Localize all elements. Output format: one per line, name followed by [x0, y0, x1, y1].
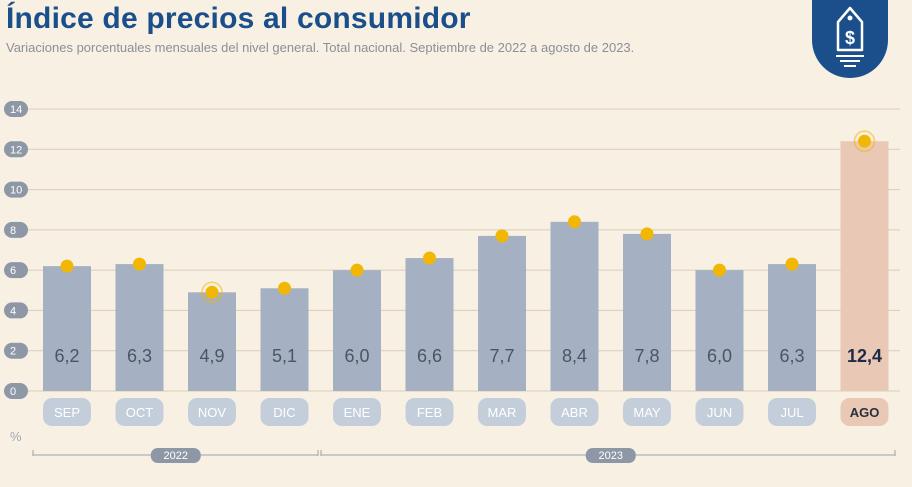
data-point: [713, 263, 726, 277]
category-pill: [623, 398, 671, 426]
category-pill: [188, 398, 236, 426]
bar: [768, 264, 816, 391]
y-tick-label: 12: [10, 144, 22, 156]
year-label: 2022: [164, 450, 188, 462]
data-point: [60, 259, 74, 273]
y-tick-pill: [4, 383, 28, 399]
category-pill: [115, 398, 164, 426]
year-pill: [150, 448, 201, 463]
value-label: 12,4: [847, 346, 882, 366]
value-label: 4,9: [199, 346, 224, 366]
y-tick-label: 6: [10, 265, 16, 277]
data-point: [350, 263, 364, 277]
price-tag-dollar-icon: $: [812, 0, 888, 78]
y-tick-pill: [4, 302, 28, 319]
y-tick-label: 2: [10, 346, 16, 358]
category-pill: [768, 398, 816, 426]
bar: [623, 233, 671, 391]
data-point: [278, 281, 291, 295]
y-axis-unit: %: [10, 429, 22, 444]
category-label: FEB: [417, 405, 442, 420]
value-label: 8,4: [562, 346, 587, 366]
bar: [43, 266, 91, 391]
value-label: 6,0: [707, 346, 732, 366]
category-pill: [840, 398, 889, 426]
value-label: 6,3: [779, 346, 804, 366]
category-label: SEP: [54, 405, 80, 420]
category-label: MAY: [633, 405, 661, 420]
value-label: 6,6: [417, 346, 442, 366]
bar: [260, 288, 309, 391]
y-tick-pill: [4, 262, 28, 279]
y-tick-pill: [4, 141, 28, 158]
category-pill: [333, 398, 381, 426]
category-pill: [478, 398, 526, 426]
category-pill: [43, 398, 91, 426]
value-label: 7,8: [634, 346, 659, 366]
category-label: ENE: [344, 405, 371, 420]
data-point-ring: [201, 281, 223, 304]
bar: [550, 221, 599, 391]
bar: [695, 270, 744, 391]
data-point-ring: [853, 130, 876, 153]
y-tick-pill: [4, 101, 28, 117]
year-pill: [585, 448, 636, 463]
data-point: [133, 257, 146, 271]
category-label: OCT: [126, 405, 154, 420]
category-pill: [405, 398, 454, 426]
y-tick-label: 10: [10, 185, 22, 197]
data-point: [495, 229, 509, 243]
value-label: 6,2: [54, 346, 79, 366]
category-label: NOV: [198, 405, 227, 420]
bar: [405, 258, 454, 391]
category-label: JUN: [707, 405, 732, 420]
data-point: [858, 134, 871, 148]
svg-text:$: $: [845, 28, 855, 48]
category-label: AGO: [850, 405, 880, 420]
bar: [333, 270, 381, 391]
y-tick-pill: [4, 342, 28, 359]
data-point: [205, 285, 219, 299]
value-label: 6,0: [344, 346, 369, 366]
value-label: 7,7: [489, 346, 514, 366]
y-tick-label: 0: [10, 386, 16, 398]
data-point: [568, 215, 581, 229]
y-tick-label: 14: [10, 104, 22, 116]
data-point: [785, 257, 799, 271]
category-pill: [695, 398, 744, 426]
category-pill: [260, 398, 309, 426]
category-label: JUL: [780, 405, 803, 420]
bar: [188, 292, 236, 391]
category-label: MAR: [488, 405, 517, 420]
y-tick-pill: [4, 221, 28, 238]
bar: [478, 235, 526, 391]
category-label: ABR: [561, 405, 588, 420]
y-tick-label: 8: [10, 225, 16, 237]
bar: [115, 264, 164, 391]
value-label: 6,3: [127, 346, 152, 366]
chart-title: Índice de precios al consumidor: [6, 2, 471, 35]
year-label: 2023: [599, 450, 623, 462]
data-point: [640, 227, 654, 241]
category-pill: [550, 398, 599, 426]
y-tick-pill: [4, 181, 28, 198]
data-point: [423, 251, 436, 265]
value-label: 5,1: [272, 346, 297, 366]
category-label: DIC: [273, 405, 295, 420]
bar: [840, 141, 889, 391]
chart-subtitle: Variaciones porcentuales mensuales del n…: [6, 40, 635, 55]
y-tick-label: 4: [10, 305, 16, 317]
